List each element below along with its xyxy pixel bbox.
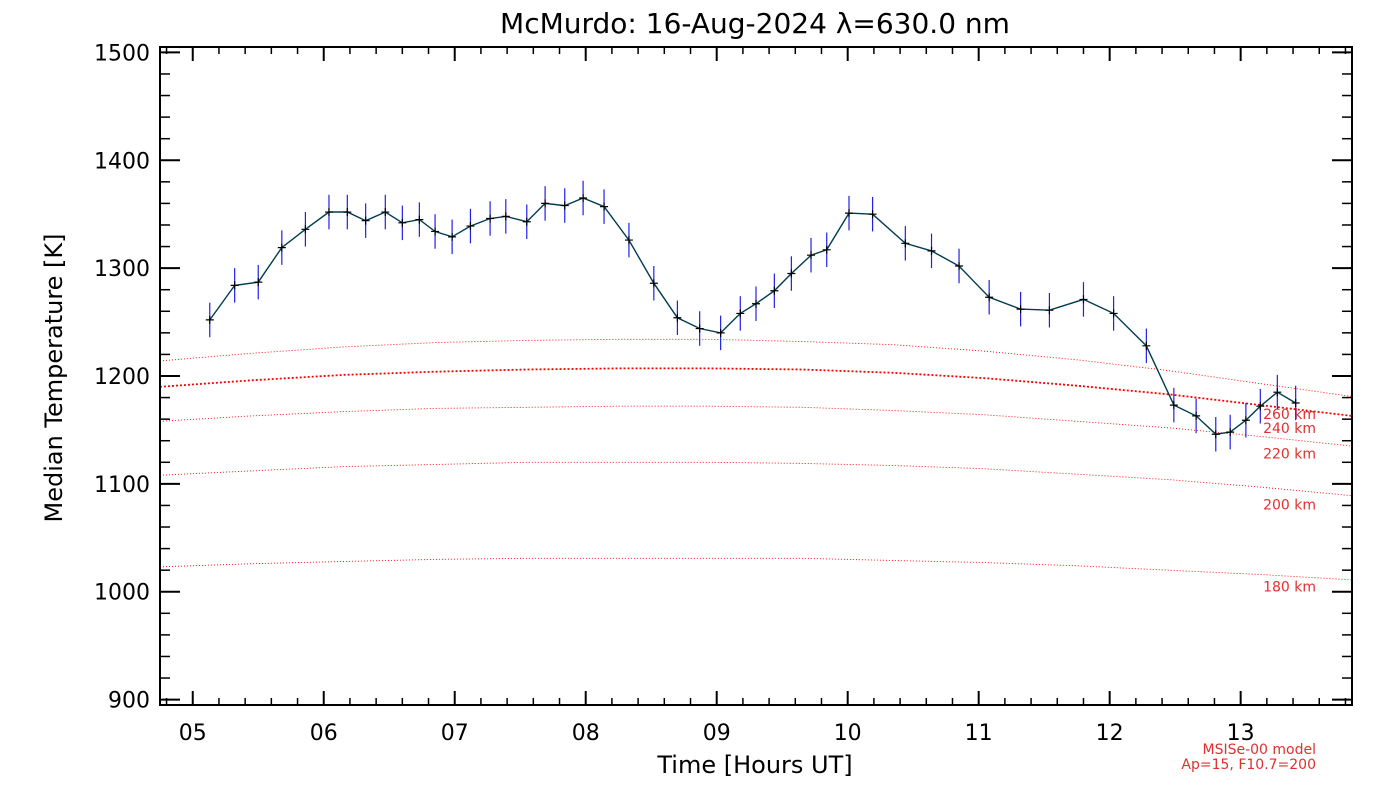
model-curve-240-km	[159, 367, 1353, 417]
model-curve-220-km	[159, 405, 1353, 447]
data-point	[673, 313, 682, 322]
x-tick-label: 07	[441, 721, 469, 746]
data-point	[343, 208, 352, 217]
data-point	[807, 251, 816, 260]
data-point	[716, 328, 725, 337]
data-point	[787, 269, 796, 278]
x-tick-label: 05	[179, 721, 207, 746]
y-tick-label: 1100	[94, 473, 150, 498]
data-point	[1142, 341, 1151, 350]
data-series	[205, 180, 1300, 452]
data-point	[1211, 430, 1220, 439]
x-tick-label: 11	[965, 721, 993, 746]
y-tick-label: 1500	[94, 41, 150, 66]
data-point	[301, 225, 310, 234]
x-tick-label: 13	[1227, 721, 1255, 746]
data-point	[624, 236, 633, 245]
data-point	[1045, 306, 1054, 315]
model-label-240-km: 240 km	[1263, 421, 1316, 437]
data-point	[1241, 416, 1250, 425]
data-point	[1291, 398, 1300, 407]
data-point	[205, 315, 214, 324]
model-curve-200-km	[159, 461, 1353, 497]
data-point	[466, 222, 475, 231]
data-point	[324, 208, 333, 217]
data-point	[522, 217, 531, 226]
data-point	[985, 293, 994, 302]
data-point	[1079, 295, 1088, 304]
data-point	[381, 208, 390, 217]
x-tick-label: 12	[1096, 721, 1124, 746]
data-point	[649, 279, 658, 288]
data-line	[209, 197, 1297, 435]
data-point	[415, 215, 424, 224]
data-point	[560, 201, 569, 210]
x-tick-label: 08	[572, 721, 600, 746]
chart-title: McMurdo: 16-Aug-2024 λ=630.0 nm	[500, 7, 1010, 40]
x-axis-label: Time [Hours UT]	[656, 751, 852, 779]
data-point	[254, 278, 263, 287]
y-tick-label: 1200	[94, 365, 150, 390]
x-tick-label: 10	[834, 721, 862, 746]
data-point	[361, 216, 370, 225]
data-point	[600, 202, 609, 211]
data-point	[901, 239, 910, 248]
data-point	[1169, 401, 1178, 410]
data-point	[1109, 309, 1118, 318]
data-point	[1016, 305, 1025, 314]
data-point	[486, 214, 495, 223]
model-label-220-km: 220 km	[1263, 447, 1316, 463]
model-note-line-2: Ap=15, F10.7=200	[1181, 757, 1316, 773]
data-point	[541, 199, 550, 208]
data-point	[448, 232, 457, 241]
data-point	[752, 299, 760, 308]
model-note-line-1: MSISe-00 model	[1202, 742, 1316, 758]
data-point	[1256, 402, 1265, 411]
data-point	[927, 246, 936, 255]
model-curve-260-km	[159, 338, 1353, 397]
data-point	[770, 286, 779, 295]
data-point	[955, 261, 964, 270]
data-point	[1226, 428, 1235, 437]
y-tick-label: 900	[108, 689, 150, 714]
x-tick-label: 06	[310, 721, 338, 746]
data-point	[695, 324, 704, 333]
data-point	[822, 245, 831, 254]
y-axis-label: Median Temperature [K]	[40, 233, 68, 522]
axes: 05 06 07 08 09 10 11 12 13 900 1000 1100 1200 1300 140…	[94, 41, 1353, 746]
y-tick-label: 1000	[94, 581, 150, 606]
data-point	[501, 212, 510, 221]
model-label-180-km: 180 km	[1263, 579, 1316, 595]
y-tick-label: 1300	[94, 257, 150, 282]
y-tick-label: 1400	[94, 149, 150, 174]
model-label-200-km: 200 km	[1263, 497, 1316, 513]
model-curve-180-km	[159, 557, 1353, 581]
x-tick-label: 09	[703, 721, 731, 746]
data-point	[845, 209, 854, 218]
data-point	[277, 243, 286, 252]
data-point	[868, 210, 877, 219]
data-point	[736, 309, 745, 318]
data-point	[398, 218, 407, 227]
data-point	[431, 227, 440, 236]
data-point	[1273, 388, 1282, 397]
data-point	[1192, 411, 1201, 420]
plot-frame	[159, 46, 1353, 706]
data-point	[230, 281, 239, 290]
data-point	[579, 194, 588, 203]
